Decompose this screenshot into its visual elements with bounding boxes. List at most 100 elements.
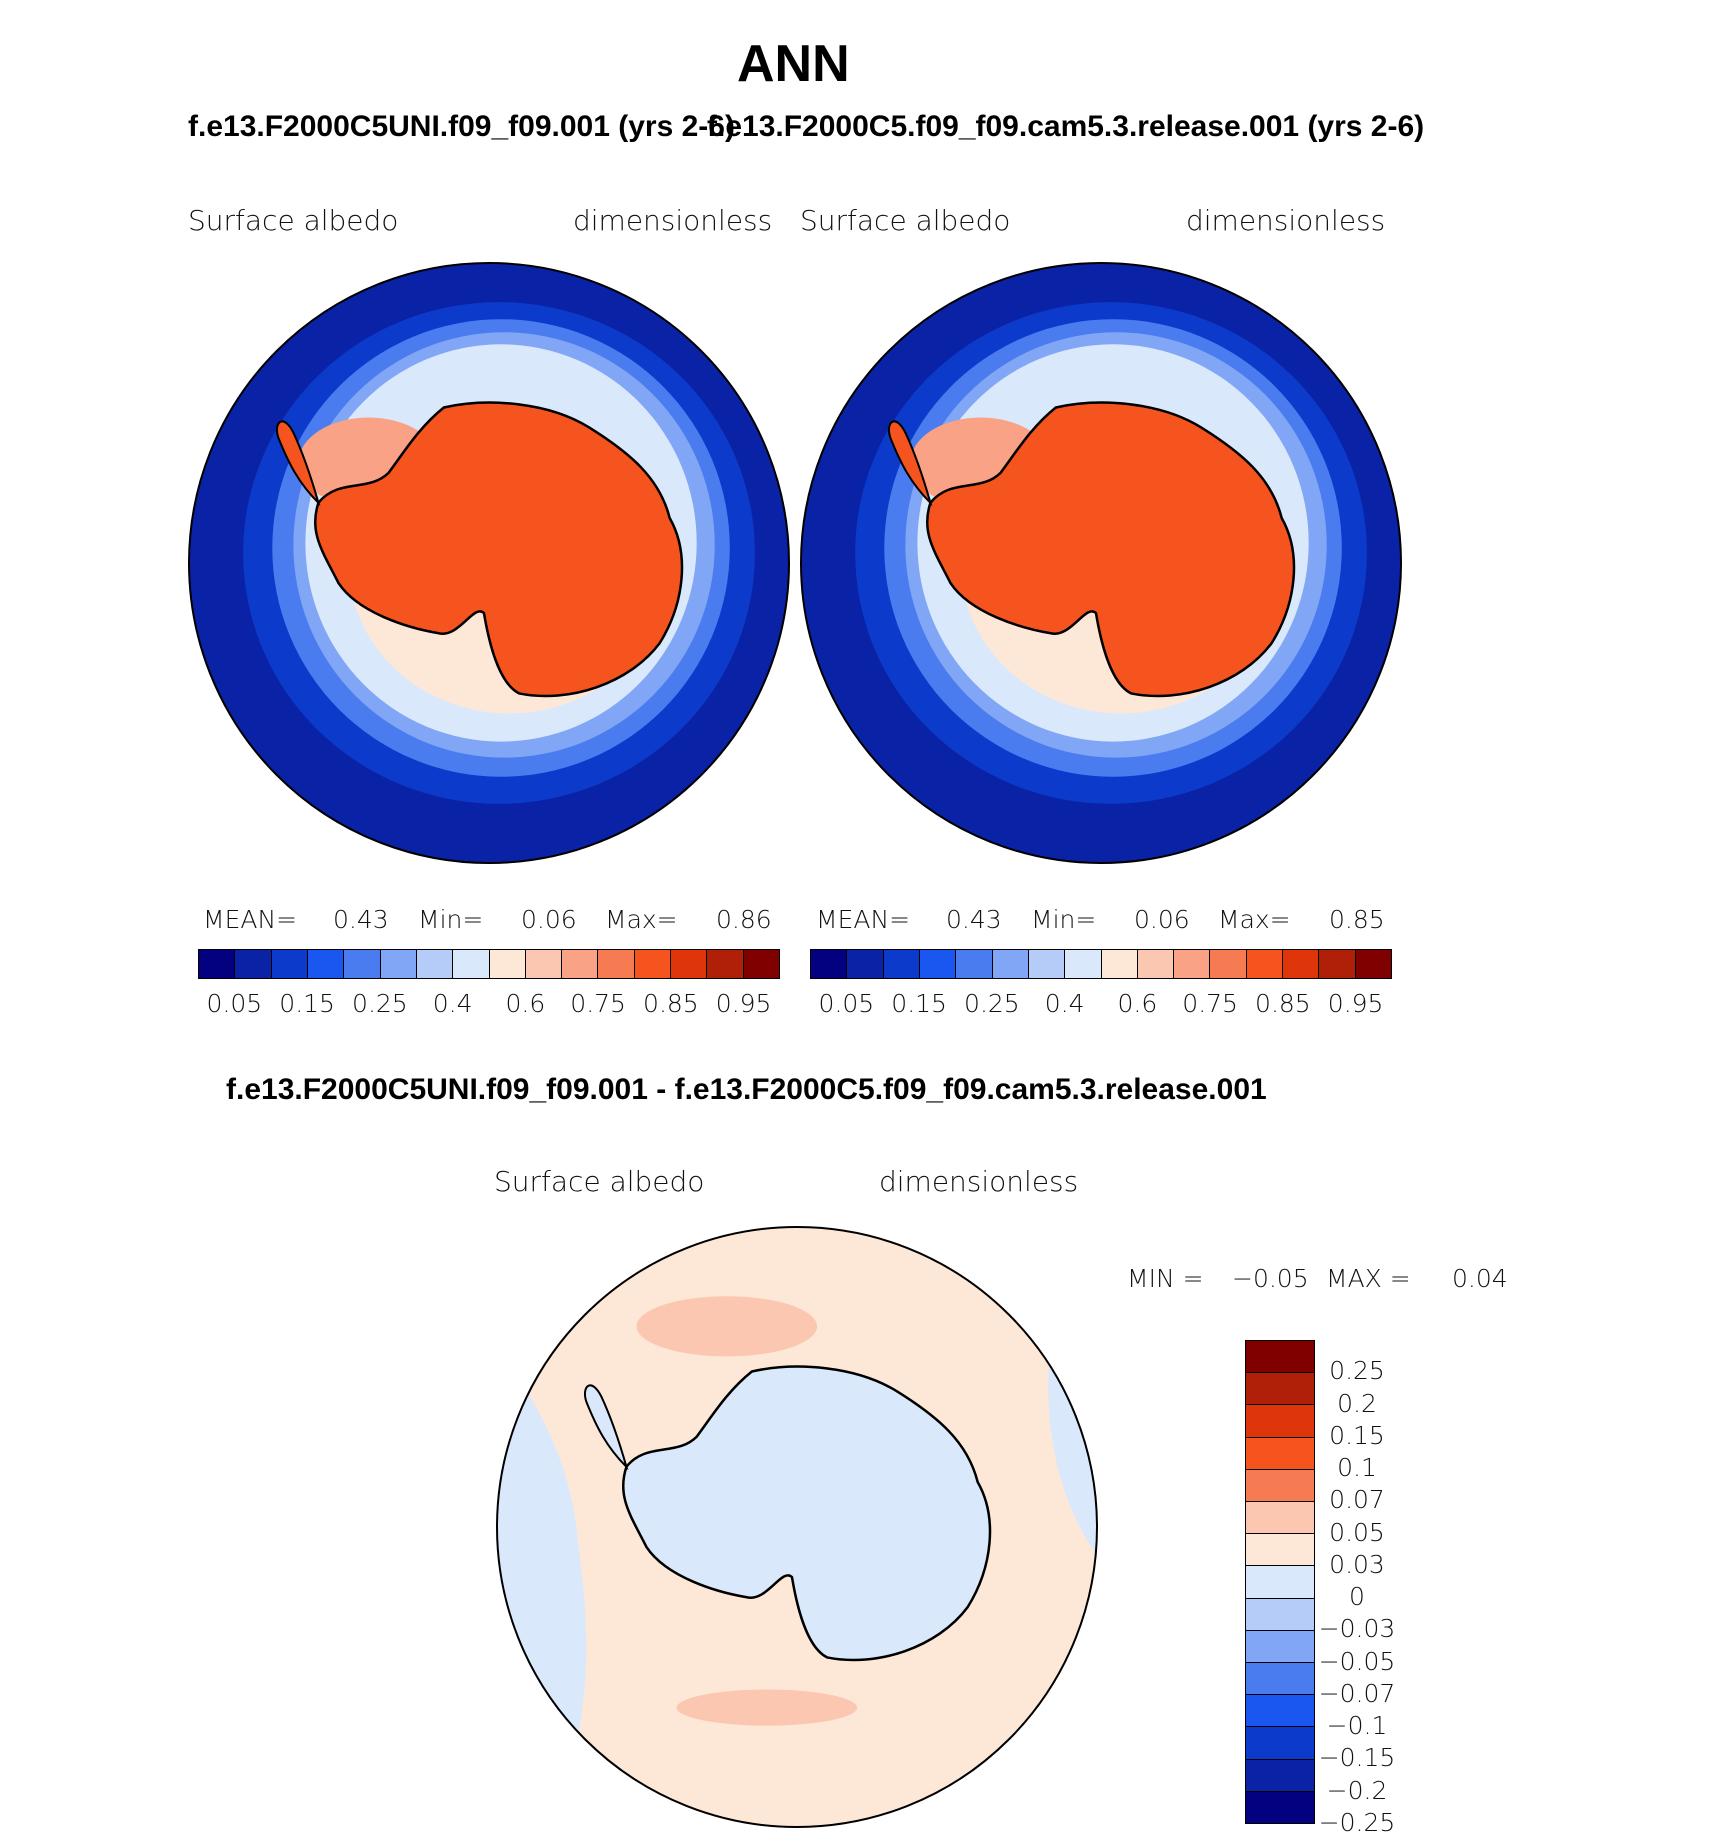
colorbar-swatch bbox=[956, 950, 993, 978]
colorbar-tick-label: 0.05 bbox=[1329, 1517, 1385, 1547]
panel2-min-value: 0.06 bbox=[1134, 905, 1190, 934]
colorbar-swatch bbox=[598, 950, 635, 978]
colorbar-swatch bbox=[1028, 950, 1066, 978]
colorbar-model1 bbox=[198, 949, 780, 979]
panel3-variable: Surface albedo bbox=[494, 1165, 705, 1198]
colorbar-swatch bbox=[1283, 950, 1320, 978]
colorbar-tick-label: 0.95 bbox=[1327, 989, 1384, 1018]
colorbar-swatch bbox=[1246, 1791, 1314, 1824]
antarctica-land bbox=[313, 401, 684, 698]
colorbar-tick-label: 0.6 bbox=[505, 989, 546, 1018]
colorbar-swatch bbox=[1246, 1566, 1314, 1599]
colorbar-tick-label: 0.15 bbox=[1329, 1420, 1385, 1450]
colorbar-tick-label: 0.25 bbox=[352, 989, 408, 1018]
colorbar-swatch bbox=[453, 950, 490, 978]
colorbar-swatch bbox=[1246, 1502, 1314, 1535]
colorbar-swatch bbox=[1246, 1663, 1314, 1696]
colorbar-swatch bbox=[235, 950, 272, 978]
peninsula bbox=[276, 420, 321, 507]
colorbar-swatch bbox=[1246, 1759, 1314, 1792]
colorbar-swatch bbox=[1246, 1598, 1314, 1631]
colorbar-swatch bbox=[1246, 1630, 1314, 1664]
panel1-mean-value: 0.43 bbox=[333, 905, 389, 934]
colorbar-swatch bbox=[271, 950, 308, 978]
colorbar-tick-label: −0.25 bbox=[1318, 1808, 1396, 1837]
colorbar-swatch bbox=[199, 950, 236, 978]
colorbar-tick-label: 0.25 bbox=[964, 989, 1020, 1018]
panel-left-title: f.e13.F2000C5UNI.f09_f09.001 (yrs 2-6) bbox=[188, 110, 735, 143]
colorbar-swatch bbox=[416, 950, 454, 978]
diff-max-label: MAX = bbox=[1326, 1264, 1411, 1293]
colorbar-tick-label: 0.75 bbox=[1182, 989, 1238, 1018]
figure-title: ANN bbox=[737, 35, 850, 93]
colorbar-swatch bbox=[1246, 1469, 1314, 1503]
colorbar-swatch bbox=[307, 950, 345, 978]
colorbar-swatch bbox=[743, 950, 779, 978]
colorbar-tick-label: −0.15 bbox=[1318, 1743, 1396, 1773]
panel2-units: dimensionless bbox=[1186, 204, 1386, 237]
colorbar-tick-label: 0 bbox=[1349, 1582, 1365, 1612]
diff-min-label: MIN = bbox=[1127, 1264, 1204, 1293]
panel1-min-label: Min= bbox=[418, 905, 484, 934]
colorbar-tick-label: 0.4 bbox=[432, 989, 473, 1018]
colorbar-tick-label: 0.05 bbox=[206, 989, 263, 1018]
colorbar-tick-label: 0.85 bbox=[1255, 989, 1311, 1018]
colorbar-tick-label: −0.05 bbox=[1318, 1646, 1396, 1676]
polar-map-difference bbox=[496, 1226, 1098, 1828]
diff-title: f.e13.F2000C5UNI.f09_f09.001 - f.e13.F20… bbox=[226, 1073, 1267, 1106]
colorbar-swatch bbox=[1246, 1727, 1314, 1760]
colorbar-swatch bbox=[883, 950, 920, 978]
colorbar-swatch bbox=[525, 950, 563, 978]
diff-max-value: 0.04 bbox=[1452, 1264, 1508, 1293]
colorbar-tick-label: −0.2 bbox=[1326, 1775, 1388, 1805]
colorbar-swatch bbox=[1246, 1695, 1314, 1728]
colorbar-swatch bbox=[1174, 950, 1211, 978]
antarctica-land-diff bbox=[621, 1365, 992, 1662]
colorbar-tick-label: 0.25 bbox=[1329, 1356, 1385, 1386]
colorbar-tick-label: 0.6 bbox=[1117, 989, 1158, 1018]
panel2-mean-value: 0.43 bbox=[946, 905, 1002, 934]
colorbar-swatch bbox=[1246, 1373, 1314, 1406]
colorbar-tick-label: 0.2 bbox=[1337, 1388, 1377, 1418]
panel2-max-label: Max= bbox=[1218, 905, 1291, 934]
colorbar-swatch bbox=[1246, 1341, 1314, 1374]
panel1-max-value: 0.86 bbox=[716, 905, 772, 934]
colorbar-swatch bbox=[344, 950, 381, 978]
panel3-units: dimensionless bbox=[879, 1165, 1079, 1198]
peninsula-diff bbox=[584, 1384, 629, 1471]
panel2-mean-label: MEAN= bbox=[816, 905, 911, 934]
colorbar-swatch bbox=[671, 950, 708, 978]
colorbar-tick-label: 0.4 bbox=[1044, 989, 1085, 1018]
antarctica-land bbox=[925, 401, 1296, 698]
panel1-units: dimensionless bbox=[573, 204, 773, 237]
panel1-min-value: 0.06 bbox=[521, 905, 577, 934]
polar-map-model1 bbox=[188, 262, 790, 864]
colorbar-tick-label: 0.07 bbox=[1329, 1485, 1385, 1515]
colorbar-swatch bbox=[1246, 1437, 1314, 1470]
colorbar-tick-label: 0.05 bbox=[818, 989, 875, 1018]
colorbar-swatch bbox=[1101, 950, 1138, 978]
colorbar-swatch bbox=[1246, 1534, 1314, 1567]
diff-positive-patch-north bbox=[636, 1296, 818, 1357]
panel2-min-label: Min= bbox=[1031, 905, 1097, 934]
colorbar-swatch bbox=[847, 950, 884, 978]
colorbar-swatch bbox=[1137, 950, 1175, 978]
colorbar-swatch bbox=[1246, 950, 1284, 978]
panel1-variable: Surface albedo bbox=[188, 204, 399, 237]
panel2-variable: Surface albedo bbox=[800, 204, 1011, 237]
polar-map-model2 bbox=[800, 262, 1402, 864]
peninsula bbox=[888, 420, 933, 507]
colorbar-tick-label: 0.85 bbox=[643, 989, 699, 1018]
panel1-mean-label: MEAN= bbox=[203, 905, 298, 934]
colorbar-tick-label: 0.15 bbox=[891, 989, 947, 1018]
colorbar-swatch bbox=[1210, 950, 1247, 978]
panel1-max-label: Max= bbox=[605, 905, 678, 934]
colorbar-tick-label: 0.03 bbox=[1329, 1549, 1385, 1579]
colorbar-tick-label: 0.75 bbox=[570, 989, 626, 1018]
colorbar-swatch bbox=[1246, 1405, 1314, 1438]
diff-min-value: −0.05 bbox=[1232, 1264, 1309, 1293]
colorbar-swatch bbox=[489, 950, 526, 978]
colorbar-swatch bbox=[919, 950, 957, 978]
colorbar-swatch bbox=[1065, 950, 1102, 978]
colorbar-swatch bbox=[562, 950, 599, 978]
